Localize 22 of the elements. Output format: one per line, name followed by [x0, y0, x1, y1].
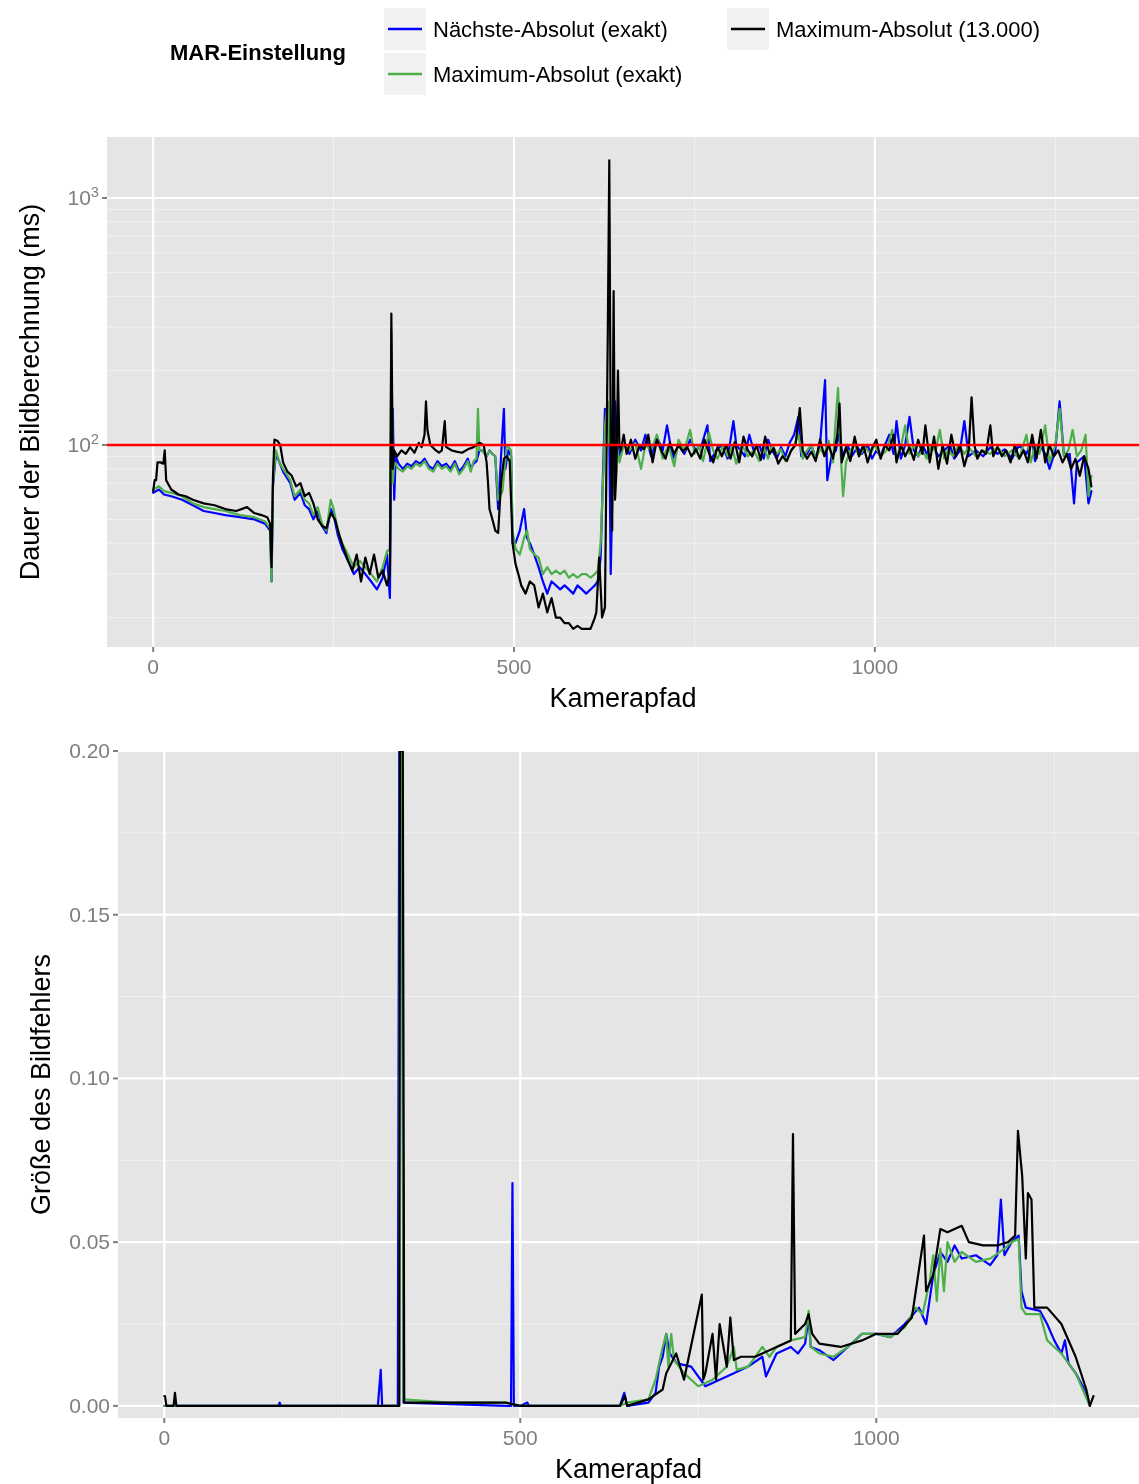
y-tick-label: 10$^{3}$	[67, 184, 99, 209]
x-tick-label: 0	[158, 1426, 171, 1449]
x-tick-label: 1000	[852, 1426, 900, 1449]
x-tick-label: 500	[496, 655, 532, 678]
y-tick-label: 10$^{2}$	[67, 430, 99, 456]
y-axis-title: Größe des Bildfehlers	[26, 953, 56, 1216]
x-axis-title: Kamerapfad	[554, 1454, 703, 1484]
y-tick-label: 0.00	[69, 1393, 110, 1417]
legend-label: Nächste-Absolut (exakt)	[433, 17, 668, 42]
line-series	[152, 159, 1093, 630]
y-axis-title: Dauer der Bildberechnung (ms)	[15, 203, 45, 581]
y-tick-label: 0.20	[69, 739, 110, 762]
x-tick-label: 1000	[851, 655, 899, 678]
legend-label: Maximum-Absolut (exakt)	[433, 62, 683, 87]
legend-label: Maximum-Absolut (13.000)	[776, 17, 1041, 42]
legend-title: MAR-Einstellung	[170, 40, 346, 65]
y-tick-label: 0.10	[69, 1066, 110, 1090]
y-tick-label: 0.15	[69, 902, 110, 926]
x-axis-title: Kamerapfad	[549, 683, 697, 713]
x-tick-label: 0	[147, 655, 160, 678]
y-tick-label: 0.05	[69, 1230, 110, 1254]
x-tick-label: 500	[502, 1426, 538, 1449]
